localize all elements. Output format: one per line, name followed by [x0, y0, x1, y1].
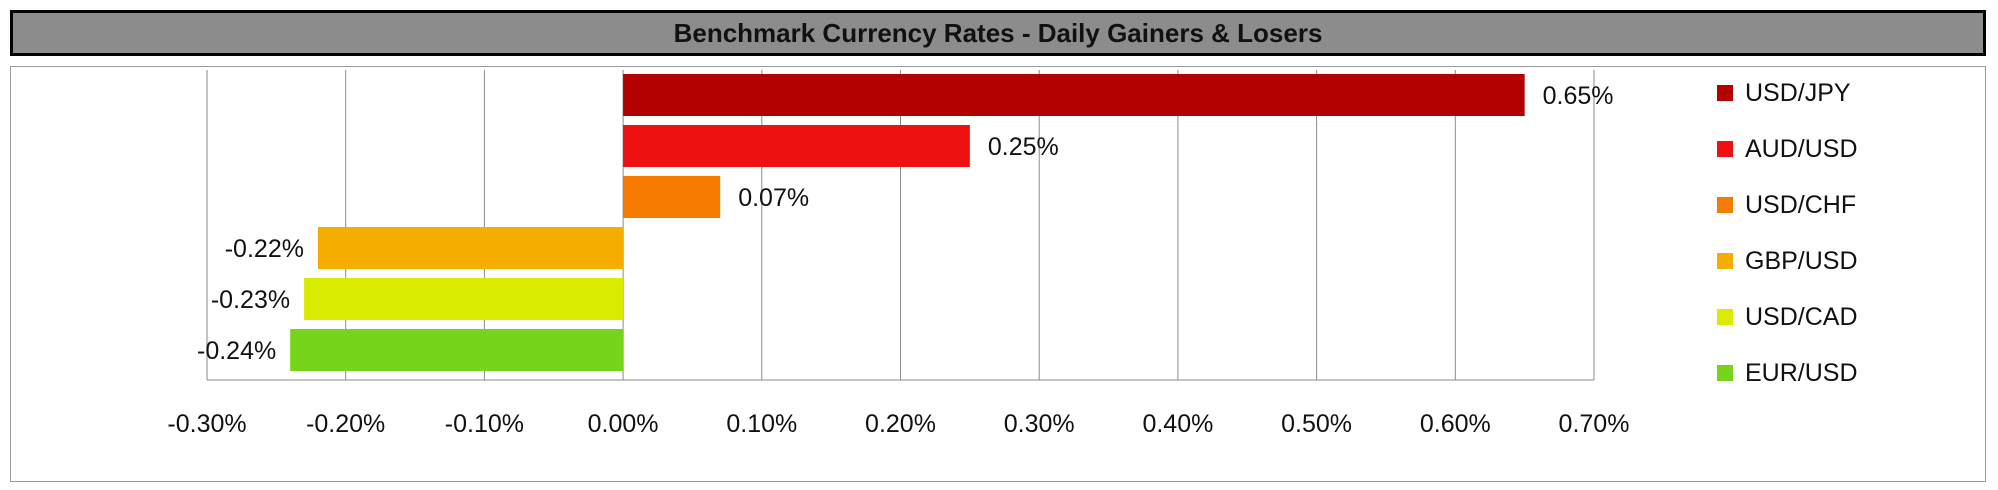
x-tick-label: -0.20%: [306, 410, 385, 438]
chart-title-bar: Benchmark Currency Rates - Daily Gainers…: [10, 10, 1986, 56]
x-tick-label: -0.30%: [167, 410, 246, 438]
legend-swatch: [1717, 309, 1733, 325]
legend-swatch: [1717, 365, 1733, 381]
x-tick-label: 0.10%: [726, 410, 797, 438]
x-tick-label: 0.20%: [865, 410, 936, 438]
bar-aud-usd: [623, 125, 970, 167]
bar-eur-usd: [290, 329, 624, 371]
legend-swatch: [1717, 85, 1733, 101]
data-label: 0.25%: [988, 133, 1059, 161]
legend-label: USD/CHF: [1745, 191, 1856, 219]
x-tick-label: 0.40%: [1142, 410, 1213, 438]
legend-label: GBP/USD: [1745, 247, 1858, 275]
legend-swatch: [1717, 197, 1733, 213]
legend-swatch: [1717, 141, 1733, 157]
bar-usd-cad: [304, 278, 624, 320]
data-label: 0.07%: [738, 184, 809, 212]
x-tick-label: 0.60%: [1420, 410, 1491, 438]
x-tick-label: 0.70%: [1559, 410, 1630, 438]
data-label: -0.24%: [197, 337, 276, 365]
x-tick-label: 0.50%: [1281, 410, 1352, 438]
data-label: -0.23%: [211, 286, 290, 314]
x-tick-label: -0.10%: [445, 410, 524, 438]
legend-label: EUR/USD: [1745, 359, 1858, 387]
data-label: -0.22%: [225, 235, 304, 263]
x-tick-label: 0.00%: [588, 410, 659, 438]
chart-plot-frame: [10, 66, 1986, 482]
legend-label: USD/JPY: [1745, 79, 1851, 107]
bar-usd-jpy: [623, 74, 1525, 116]
chart-title: Benchmark Currency Rates - Daily Gainers…: [673, 17, 1323, 48]
legend-label: AUD/USD: [1745, 135, 1858, 163]
data-label: 0.65%: [1543, 82, 1614, 110]
x-tick-label: 0.30%: [1004, 410, 1075, 438]
legend-label: USD/CAD: [1745, 303, 1858, 331]
legend-swatch: [1717, 253, 1733, 269]
bar-gbp-usd: [317, 227, 624, 269]
bar-usd-chf: [623, 176, 721, 218]
